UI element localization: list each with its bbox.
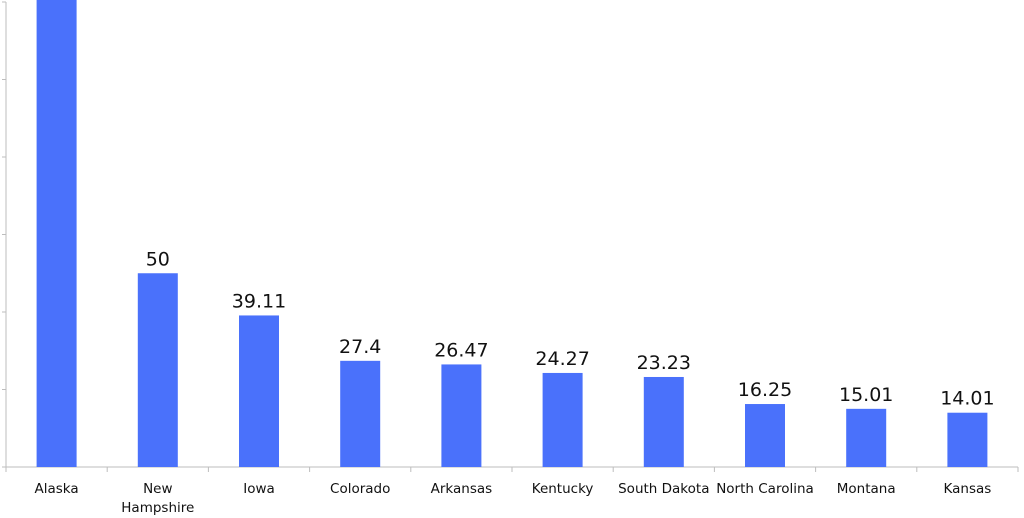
bar [441, 364, 482, 467]
data-label: 16.25 [738, 379, 792, 401]
data-label: 23.23 [637, 352, 691, 374]
data-label: 27.4 [339, 336, 381, 358]
y-axis [2, 1, 7, 468]
x-tick-label: Kentucky [532, 481, 594, 497]
x-tick-label: South Dakota [618, 481, 709, 497]
category-labels: Alaska New Hampshire Iowa Colorado Arkansas Ke… [35, 481, 992, 516]
x-tick-label: Colorado [330, 481, 390, 497]
x-tick-label: Kansas [944, 481, 992, 497]
value-labels: 120.595039.1127.426.4724.2723.2316.2515.… [146, 248, 995, 410]
x-tick-label: North Carolina [716, 481, 814, 497]
x-axis [5, 466, 1019, 472]
bar [36, 0, 77, 468]
bar [542, 372, 583, 467]
x-tick-label: Alaska [35, 481, 79, 497]
bar [137, 273, 178, 467]
bar [239, 315, 279, 467]
x-tick-label: Iowa [243, 481, 275, 497]
data-label: 39.11 [232, 290, 286, 312]
x-tick-label: New Hampshire [121, 481, 194, 516]
bar [745, 404, 785, 467]
data-label: 24.27 [535, 348, 589, 370]
data-label: 50 [146, 248, 170, 270]
bar [643, 376, 684, 467]
data-label: 14.01 [940, 388, 994, 410]
bar [340, 360, 381, 467]
bar [846, 408, 887, 467]
x-tick-label: Montana [837, 481, 896, 497]
data-label: 15.01 [839, 384, 893, 406]
x-tick-label: Arkansas [431, 481, 493, 497]
bar [947, 412, 988, 467]
data-label: 26.47 [434, 339, 488, 361]
bars [36, 0, 988, 468]
